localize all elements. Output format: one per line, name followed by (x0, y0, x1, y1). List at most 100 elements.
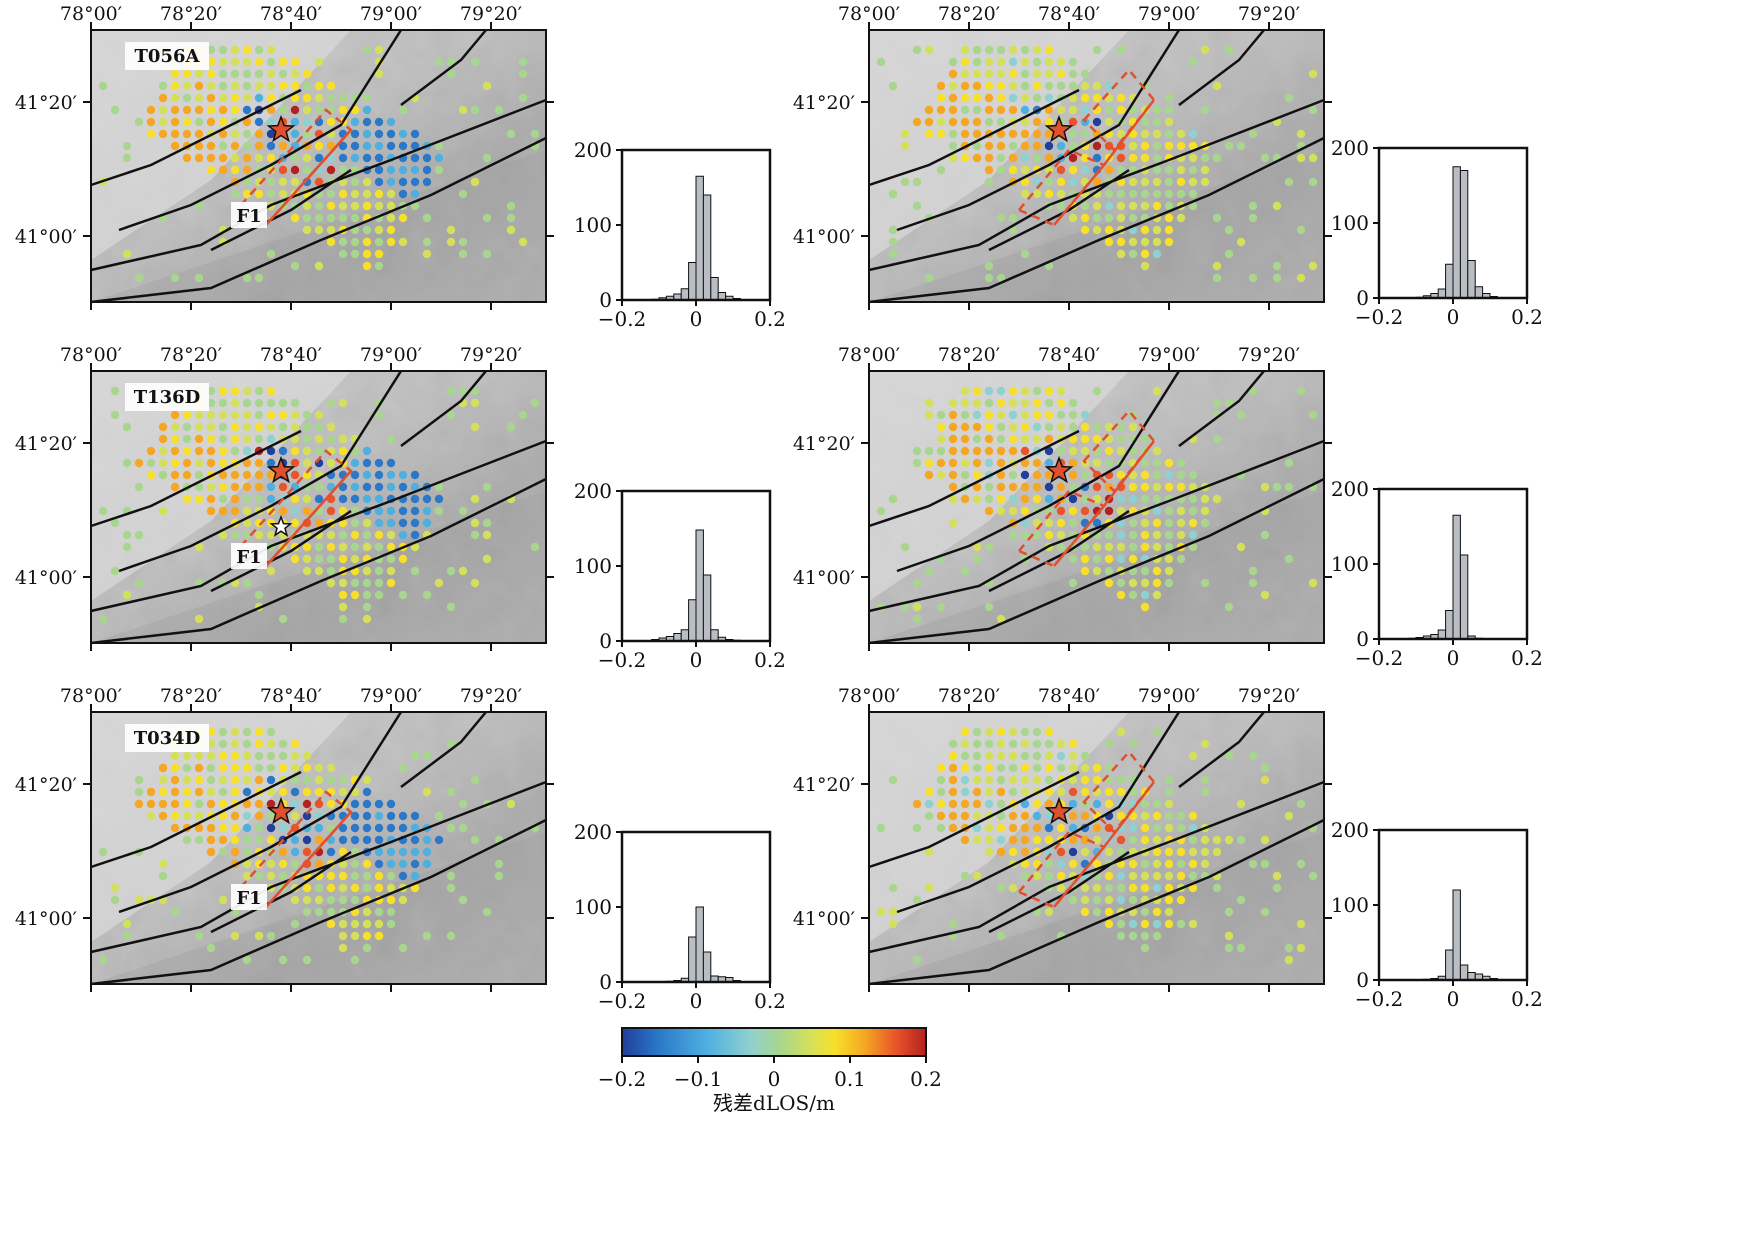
residual-point (1128, 237, 1138, 247)
residual-point (1020, 434, 1030, 444)
residual-point (1008, 787, 1018, 797)
residual-point (984, 739, 994, 749)
residual-point (530, 542, 540, 552)
residual-point (912, 955, 922, 965)
residual-point (1164, 907, 1174, 917)
residual-point (1188, 57, 1198, 67)
residual-point (984, 458, 994, 468)
residual-point (972, 153, 982, 163)
residual-point (1296, 799, 1306, 809)
residual-point (936, 763, 946, 773)
residual-point (1080, 225, 1090, 235)
residual-point (350, 590, 360, 600)
residual-point (996, 482, 1006, 492)
residual-point (410, 482, 420, 492)
residual-point (434, 578, 444, 588)
residual-point (996, 931, 1006, 941)
residual-point (1032, 494, 1042, 504)
residual-point (302, 751, 312, 761)
residual-point (1284, 177, 1294, 187)
residual-point (158, 506, 168, 516)
residual-point (302, 213, 312, 223)
residual-point (398, 470, 408, 480)
residual-point (1128, 919, 1138, 929)
residual-point (1068, 895, 1078, 905)
residual-point (960, 153, 970, 163)
residual-point (302, 165, 312, 175)
residual-point (326, 554, 336, 564)
histogram-bar (695, 906, 704, 983)
residual-point (912, 578, 922, 588)
residual-point (972, 386, 982, 396)
residual-point (1152, 458, 1162, 468)
residual-point (362, 105, 372, 115)
residual-point (984, 835, 994, 845)
residual-point (1140, 201, 1150, 211)
residual-point (338, 105, 348, 115)
residual-point (350, 177, 360, 187)
residual-point (242, 69, 252, 79)
residual-point (242, 739, 252, 749)
residual-point (158, 775, 168, 785)
residual-point (1032, 189, 1042, 199)
residual-point (972, 45, 982, 55)
residual-point (290, 518, 300, 528)
residual-point (948, 153, 958, 163)
residual-point (302, 907, 312, 917)
residual-point (984, 763, 994, 773)
residual-point (170, 907, 180, 917)
residual-point (386, 823, 396, 833)
residual-point (518, 93, 528, 103)
residual-point (206, 410, 216, 420)
residual-point (1164, 129, 1174, 139)
residual-point (1056, 518, 1066, 528)
residual-point (398, 554, 408, 564)
residual-point (1200, 177, 1210, 187)
residual-point (410, 811, 420, 821)
residual-point (434, 835, 444, 845)
residual-point (1068, 398, 1078, 408)
residual-point (1080, 763, 1090, 773)
residual-point (230, 189, 240, 199)
residual-point (1020, 386, 1030, 396)
residual-point (218, 458, 228, 468)
residual-point (206, 943, 216, 953)
track-label-text: T136D (134, 387, 201, 408)
residual-point (158, 81, 168, 91)
fault-trace (90, 136, 547, 304)
residual-point (434, 165, 444, 175)
residual-point (170, 470, 180, 480)
residual-point (482, 213, 492, 223)
residual-point (888, 907, 898, 917)
residual-point (1200, 787, 1210, 797)
residual-point (470, 775, 480, 785)
residual-point (158, 446, 168, 456)
histogram-ytick-label: 0 (599, 629, 612, 653)
residual-point (1008, 141, 1018, 151)
residual-point (242, 273, 252, 283)
residual-point (266, 470, 276, 480)
residual-point (1224, 835, 1234, 845)
residual-point (1140, 590, 1150, 600)
epicenter-star-icon (1044, 796, 1074, 825)
residual-point (948, 446, 958, 456)
residual-point (326, 189, 336, 199)
residual-point (1224, 141, 1234, 151)
residual-point (1176, 506, 1186, 516)
residual-point (1152, 470, 1162, 480)
residual-point (302, 775, 312, 785)
residual-point (1200, 494, 1210, 504)
residual-point (1164, 775, 1174, 785)
residual-point (182, 129, 192, 139)
residual-point (398, 530, 408, 540)
residual-point (1056, 506, 1066, 516)
residual-point (374, 847, 384, 857)
residual-point (1308, 177, 1318, 187)
residual-point (386, 225, 396, 235)
residual-point (1104, 554, 1114, 564)
histogram-bar (710, 629, 719, 642)
residual-point (386, 518, 396, 528)
residual-point (398, 141, 408, 151)
residual-point (266, 530, 276, 540)
residual-point (924, 105, 934, 115)
